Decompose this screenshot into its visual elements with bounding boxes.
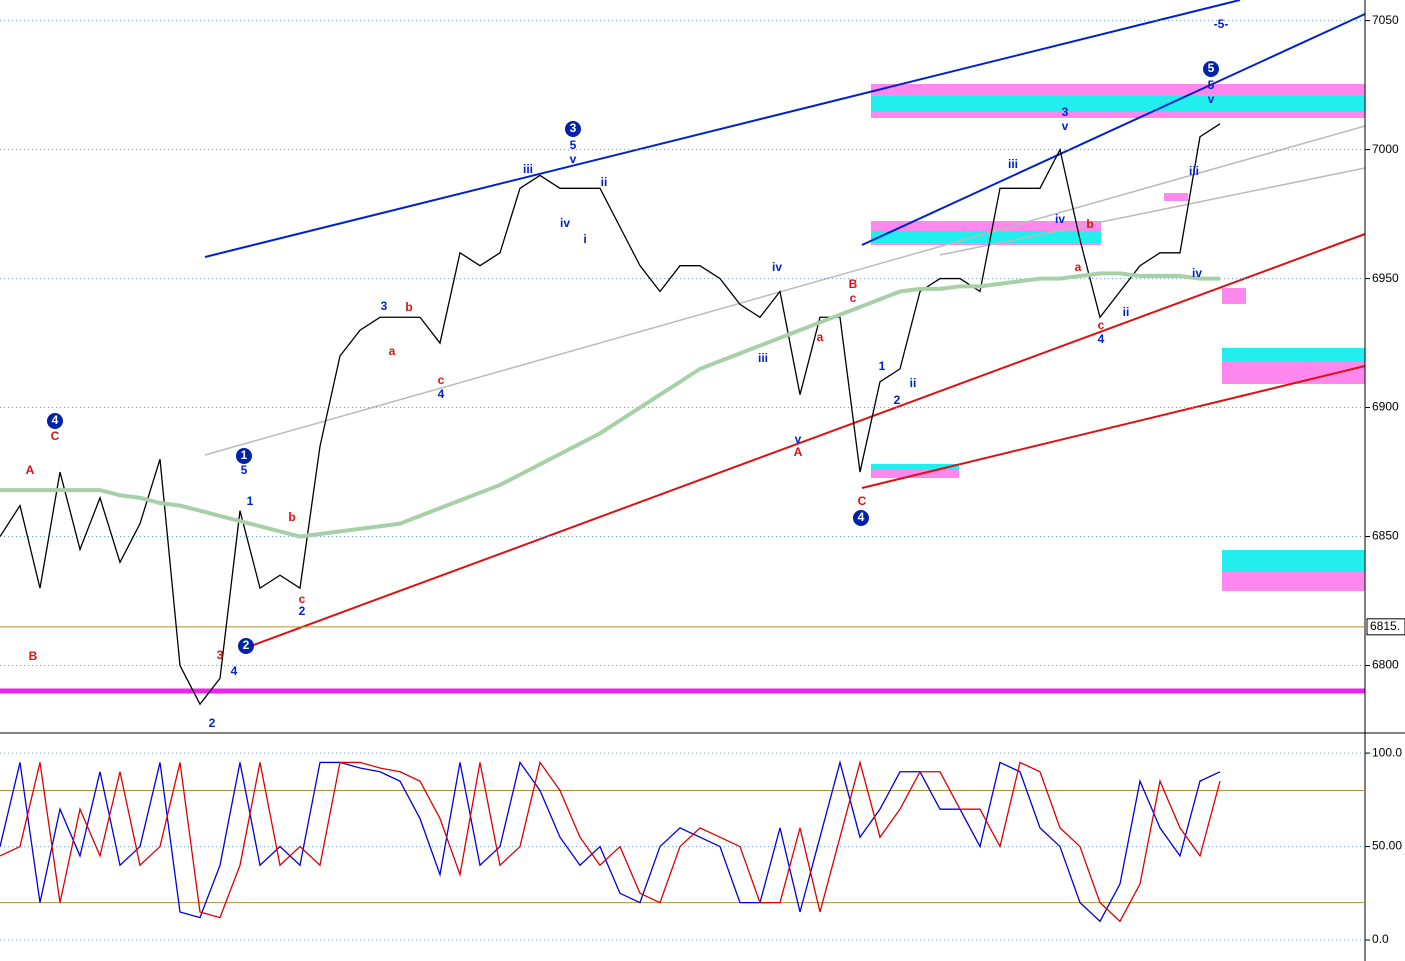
wave-label: v <box>1062 119 1069 133</box>
wave-circle <box>236 448 252 464</box>
zone <box>1164 193 1188 201</box>
zone <box>871 96 1365 112</box>
wave-label: 5 <box>1208 78 1215 92</box>
wave-label: i <box>583 232 586 246</box>
wave-label: a <box>389 344 396 358</box>
wave-label: 3 <box>570 121 577 135</box>
series-line <box>0 759 1221 923</box>
wave-label: 3 <box>217 648 224 662</box>
wave-label: a <box>817 330 824 344</box>
wave-label: 3 <box>381 299 388 313</box>
wave-label: ii <box>601 175 608 189</box>
wave-circle <box>1203 61 1219 77</box>
wave-circle <box>238 638 254 654</box>
wave-label: ii <box>910 376 917 390</box>
wave-label: 4 <box>438 387 445 401</box>
zone <box>1222 550 1365 572</box>
wave-label: 5 <box>241 463 248 477</box>
wave-circle <box>565 121 581 137</box>
wave-circle <box>853 510 869 526</box>
wave-label: 2 <box>209 716 216 730</box>
y-tick-label: 6950 <box>1372 271 1399 285</box>
zone <box>1222 288 1246 304</box>
price-marker-box <box>1366 618 1405 636</box>
wave-label: v <box>570 152 577 166</box>
wave-label: 4 <box>858 510 865 524</box>
wave-label: 1 <box>241 448 248 462</box>
wave-label: B <box>29 649 38 663</box>
wave-label: 2 <box>243 638 250 652</box>
wave-label: iii <box>1008 157 1018 171</box>
wave-label: iii <box>758 351 768 365</box>
wave-label: C <box>858 494 867 508</box>
wave-label: 5 <box>1208 61 1215 75</box>
zone <box>871 464 959 470</box>
wave-label: 1 <box>879 359 886 373</box>
zone <box>1222 348 1365 362</box>
wave-label: 1 <box>247 494 254 508</box>
wave-label: a <box>1075 260 1082 274</box>
trend-line <box>861 13 1366 246</box>
wave-label: 4 <box>1098 332 1105 346</box>
wave-label: 5 <box>570 138 577 152</box>
series-line <box>0 759 1221 923</box>
wave-label: -5- <box>1214 17 1229 31</box>
y-tick-label: 7050 <box>1372 13 1399 27</box>
trend-line <box>861 365 1366 489</box>
series-line <box>0 123 1221 706</box>
wave-label: iv <box>1055 212 1065 226</box>
wave-label: B <box>849 277 858 291</box>
wave-label: A <box>794 445 803 459</box>
wave-label: c <box>1098 318 1105 332</box>
wave-circle <box>47 413 63 429</box>
wave-label: iii <box>1189 164 1199 178</box>
wave-label: iv <box>1192 266 1202 280</box>
wave-label: b <box>288 510 295 524</box>
wave-label: c <box>299 592 306 606</box>
wave-label: b <box>1086 217 1093 231</box>
wave-label: c <box>850 291 857 305</box>
wave-label: C <box>51 429 60 443</box>
wave-label: v <box>795 432 802 446</box>
wave-label: 4 <box>52 413 59 427</box>
y-tick-label: 0.0 <box>1372 932 1389 946</box>
price-marker-label: 6815. <box>1370 619 1400 633</box>
trend-line <box>939 167 1366 256</box>
trend-line <box>239 233 1366 651</box>
wave-label: v <box>1208 92 1215 106</box>
wave-label: 3 <box>1062 105 1069 119</box>
series-line <box>0 271 1220 539</box>
wave-label: 2 <box>299 604 306 618</box>
y-tick-label: 6900 <box>1372 400 1399 414</box>
wave-label: iv <box>560 216 570 230</box>
wave-label: A <box>26 463 35 477</box>
trend-line <box>204 0 1241 258</box>
y-tick-label: 100.0 <box>1372 745 1402 759</box>
wave-label: 2 <box>894 393 901 407</box>
wave-label: iv <box>772 260 782 274</box>
y-tick-label: 50.00 <box>1372 839 1402 853</box>
y-tick-label: 6850 <box>1372 529 1399 543</box>
y-tick-label: 7000 <box>1372 142 1399 156</box>
wave-label: ii <box>1123 305 1130 319</box>
wave-label: c <box>438 373 445 387</box>
wave-label: iii <box>523 162 533 176</box>
y-tick-label: 6800 <box>1372 658 1399 672</box>
trend-line <box>204 125 1366 456</box>
wave-label: 4 <box>231 664 238 678</box>
wave-label: b <box>405 300 412 314</box>
